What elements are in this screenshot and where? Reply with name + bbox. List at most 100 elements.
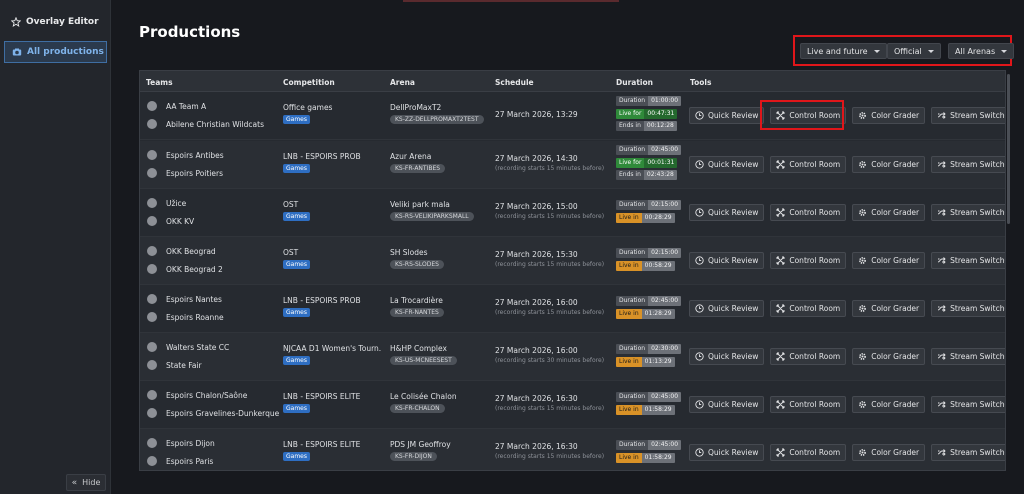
column-header-competition[interactable]: Competition: [283, 78, 335, 87]
arena-name: PDS JM Geoffroy: [390, 440, 451, 449]
color-grader-button[interactable]: Color Grader: [852, 107, 926, 124]
color-grader-button[interactable]: Color Grader: [852, 204, 926, 221]
switch-arrows-icon: [937, 448, 946, 457]
button-label: Color Grader: [871, 304, 920, 313]
status-value: 00:01:31: [644, 157, 678, 168]
button-label: Stream Switcher: [950, 352, 1006, 361]
control-room-button[interactable]: Control Room: [770, 204, 847, 221]
color-grader-button[interactable]: Color Grader: [852, 348, 926, 365]
stream-switcher-button[interactable]: Stream Switcher: [931, 396, 1005, 413]
scrollbar[interactable]: [1007, 74, 1010, 224]
button-label: Stream Switcher: [950, 304, 1006, 313]
quick-review-button[interactable]: Quick Review: [689, 204, 765, 221]
stream-switcher-button[interactable]: Stream Switcher: [931, 204, 1005, 221]
sidebar-item-label: All productions: [27, 47, 104, 57]
table-row[interactable]: Užice OKK KV OST Games Veliki park mala …: [140, 189, 1005, 237]
table-row[interactable]: Espoirs Chalon/Saône Espoirs Gravelines-…: [140, 381, 1005, 429]
team-logo-icon: [147, 264, 157, 274]
arena-name: SH Slodes: [390, 248, 428, 257]
competition-name: LNB - ESPOIRS ELITE: [283, 392, 361, 401]
quick-review-button[interactable]: Quick Review: [689, 300, 765, 317]
control-room-button[interactable]: Control Room: [770, 348, 847, 365]
arena-name: Le Colisée Chalon: [390, 392, 457, 401]
arena-cell: SH Slodes KS-RS-SLODES: [390, 248, 444, 269]
stream-switcher-button[interactable]: Stream Switcher: [931, 348, 1006, 365]
stream-switcher-button[interactable]: Stream Switcher: [931, 444, 1005, 461]
control-room-button[interactable]: Control Room: [770, 156, 847, 173]
team-logo-icon: [147, 101, 157, 111]
competition-tag: Games: [283, 260, 310, 269]
column-header-tools[interactable]: Tools: [690, 78, 712, 87]
arena-filter-dropdown[interactable]: All Arenas: [948, 43, 1015, 59]
table-row[interactable]: Espoirs Dijon Espoirs Paris LNB - ESPOIR…: [140, 429, 1005, 470]
arena-name: La Trocardière: [390, 296, 443, 305]
quick-review-button[interactable]: Quick Review: [689, 348, 765, 365]
schedule-datetime: 27 March 2026, 14:30: [495, 154, 578, 163]
tools-cell: Quick Review Control Room Color Grader S…: [689, 444, 1005, 461]
clock-icon: [695, 208, 704, 217]
control-room-button[interactable]: Control Room: [770, 107, 847, 124]
button-label: Quick Review: [708, 111, 759, 120]
gear-icon: [858, 111, 867, 120]
button-label: Quick Review: [708, 352, 759, 361]
schedule-cell: 27 March 2026, 16:00 (recording starts 1…: [495, 298, 604, 316]
competition-tag: Games: [283, 164, 310, 173]
quick-review-button[interactable]: Quick Review: [689, 156, 765, 173]
duration-value: 02:15:00: [648, 248, 682, 259]
control-room-button[interactable]: Control Room: [770, 396, 847, 413]
ends-label: Ends in: [616, 121, 644, 132]
team-logo-icon: [147, 119, 157, 129]
button-label: Color Grader: [871, 256, 920, 265]
duration-label: Duration: [616, 296, 649, 307]
camera-icon: [12, 47, 22, 57]
type-filter-dropdown[interactable]: Official: [887, 43, 941, 59]
table-row[interactable]: Walters State CC State Fair NJCAA D1 Wom…: [140, 333, 1005, 381]
column-header-schedule[interactable]: Schedule: [495, 78, 534, 87]
hide-sidebar-button[interactable]: « Hide: [66, 474, 106, 491]
control-room-button[interactable]: Control Room: [770, 252, 847, 269]
arena-cell: Le Colisée Chalon KS-FR-CHALON: [390, 392, 457, 413]
schedule-cell: 27 March 2026, 14:30 (recording starts 1…: [495, 154, 604, 172]
control-room-button[interactable]: Control Room: [770, 444, 847, 461]
column-header-arena[interactable]: Arena: [390, 78, 415, 87]
stream-switcher-button[interactable]: Stream Switcher: [931, 107, 1005, 124]
quick-review-button[interactable]: Quick Review: [689, 107, 765, 124]
team-name: Užice: [166, 198, 187, 208]
color-grader-button[interactable]: Color Grader: [852, 396, 926, 413]
arena-code-badge: KS-US-MCNEESEST: [390, 356, 457, 365]
button-label: Control Room: [789, 400, 841, 409]
expand-arrows-icon: [776, 208, 785, 217]
competition-cell: OST Games: [283, 248, 310, 269]
table-row[interactable]: Espoirs Antibes Espoirs Poitiers LNB - E…: [140, 141, 1005, 189]
stream-switcher-button[interactable]: Stream Switcher: [931, 252, 1005, 269]
arena-cell: H&HP Complex KS-US-MCNEESEST: [390, 344, 457, 365]
gear-icon: [858, 304, 867, 313]
table-row[interactable]: OKK Beograd OKK Beograd 2 OST Games SH S…: [140, 237, 1005, 285]
stream-switcher-button[interactable]: Stream Switcher: [931, 156, 1005, 173]
team-name: Espoirs Antibes: [166, 150, 224, 160]
time-filter-dropdown[interactable]: Live and future: [800, 43, 887, 59]
sidebar-item-all-productions[interactable]: All productions: [4, 41, 107, 63]
table-row[interactable]: AA Team A Abilene Christian Wildcats Off…: [140, 92, 1005, 140]
quick-review-button[interactable]: Quick Review: [689, 444, 765, 461]
button-label: Color Grader: [871, 208, 920, 217]
color-grader-button[interactable]: Color Grader: [852, 300, 926, 317]
quick-review-button[interactable]: Quick Review: [689, 396, 765, 413]
switch-arrows-icon: [937, 111, 946, 120]
expand-arrows-icon: [776, 448, 785, 457]
schedule-note: (recording starts 30 minutes before): [495, 357, 605, 364]
expand-arrows-icon: [776, 304, 785, 313]
column-header-teams[interactable]: Teams: [146, 78, 173, 87]
expand-arrows-icon: [776, 256, 785, 265]
stream-switcher-button[interactable]: Stream Switcher: [931, 300, 1006, 317]
color-grader-button[interactable]: Color Grader: [852, 252, 926, 269]
control-room-button[interactable]: Control Room: [770, 300, 847, 317]
table-row[interactable]: Espoirs Nantes Espoirs Roanne LNB - ESPO…: [140, 285, 1005, 333]
sidebar-item-overlay-editor[interactable]: Overlay Editor: [4, 11, 107, 33]
sidebar: Overlay Editor All productions « Hide: [0, 0, 111, 494]
quick-review-button[interactable]: Quick Review: [689, 252, 765, 269]
color-grader-button[interactable]: Color Grader: [852, 156, 926, 173]
column-header-duration[interactable]: Duration: [616, 78, 653, 87]
competition-name: Office games: [283, 103, 333, 112]
color-grader-button[interactable]: Color Grader: [852, 444, 926, 461]
